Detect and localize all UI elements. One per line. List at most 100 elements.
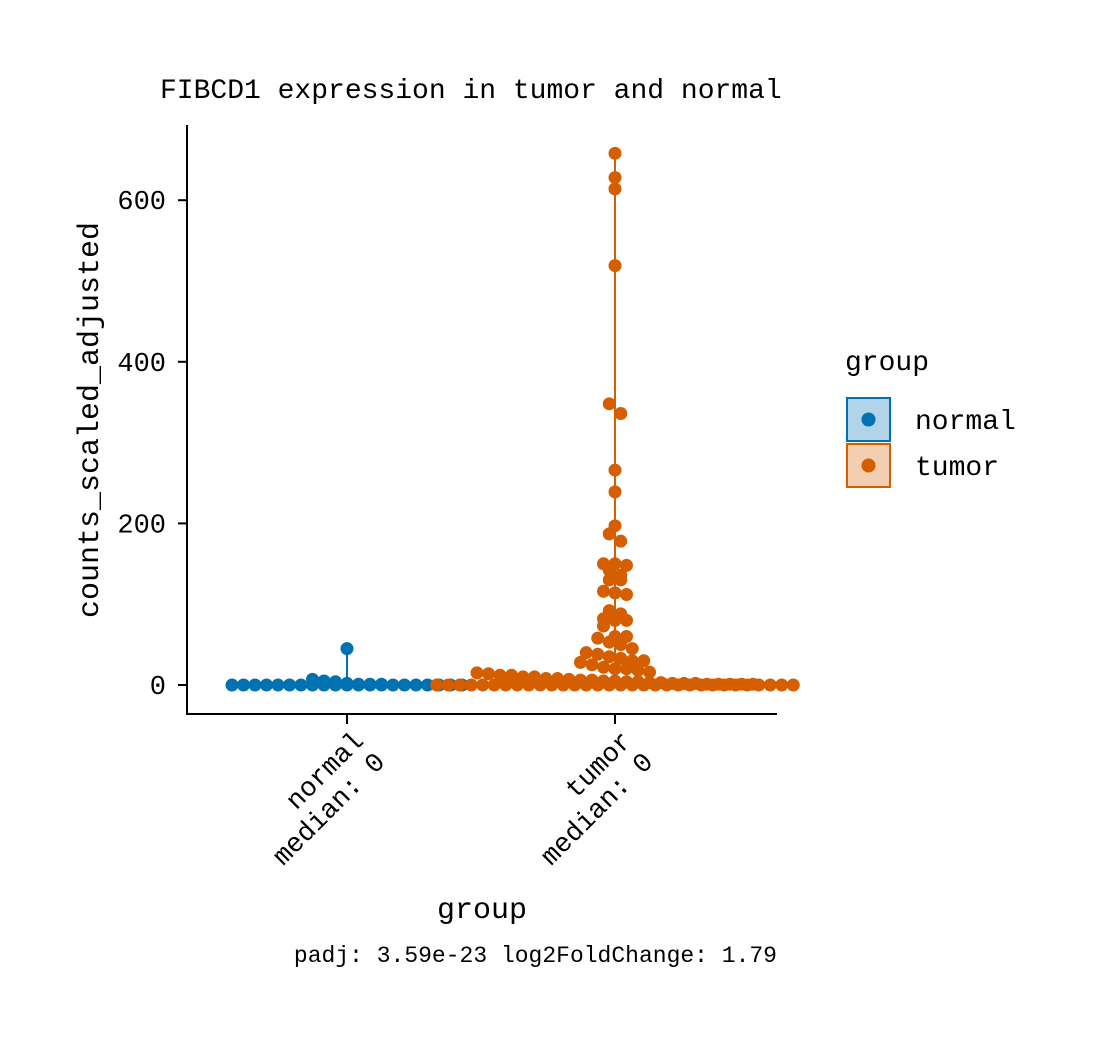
point-tumor (533, 678, 547, 692)
point-normal (271, 678, 285, 692)
chart-title: FIBCD1 expression in tumor and normal (160, 76, 782, 107)
point-normal (306, 678, 319, 692)
y-tick-label: 400 (117, 350, 166, 380)
point-tumor (482, 667, 495, 681)
point-tumor (620, 558, 633, 572)
point-tumor (602, 678, 616, 692)
legend-dot-tumor (861, 458, 876, 473)
x-axis-title: group (437, 894, 527, 928)
point-tumor (637, 654, 651, 668)
point-tumor (775, 678, 789, 692)
point-normal (237, 678, 250, 692)
point-tumor (608, 182, 622, 196)
point-normal (398, 678, 411, 692)
point-normal (363, 678, 377, 692)
point-tumor (597, 660, 610, 674)
point-tumor (499, 678, 513, 692)
point-tumor (602, 563, 616, 577)
point-tumor (545, 678, 559, 692)
point-tumor (453, 678, 467, 692)
point-tumor (591, 631, 605, 645)
point-tumor (476, 678, 490, 692)
point-normal (248, 678, 262, 692)
point-tumor (602, 573, 616, 587)
point-tumor (602, 635, 616, 649)
legend-title: group (845, 348, 929, 379)
point-tumor (430, 678, 444, 692)
point-tumor (740, 678, 754, 692)
point-tumor (597, 619, 610, 633)
point-tumor (579, 646, 593, 660)
point-normal (340, 678, 354, 692)
point-normal (340, 642, 354, 656)
point-tumor (608, 662, 622, 676)
point-tumor (620, 662, 633, 676)
point-tumor (441, 678, 455, 692)
point-tumor (648, 678, 662, 692)
point-tumor (614, 573, 628, 587)
point-tumor (574, 655, 587, 669)
point-tumor (614, 534, 628, 548)
point-tumor (706, 678, 720, 692)
point-tumor (614, 678, 628, 692)
point-tumor (510, 678, 524, 692)
y-axis-ticks: 0 200 400 600 (117, 188, 187, 703)
point-tumor (505, 668, 518, 682)
point-tumor (591, 647, 605, 661)
point-normal (225, 678, 239, 692)
point-normal (409, 678, 423, 692)
point-tumor (620, 613, 633, 627)
point-tumor (608, 613, 622, 627)
point-tumor (729, 678, 743, 692)
point-tumor (470, 666, 484, 680)
legend-item-normal: normal (846, 397, 1016, 442)
point-tumor (487, 678, 501, 692)
point-tumor (763, 678, 777, 692)
point-tumor (614, 638, 628, 652)
point-tumor (464, 678, 478, 692)
point-tumor (683, 678, 697, 692)
point-tumor (585, 658, 599, 672)
point-tumor (637, 678, 651, 692)
point-tumor (602, 397, 616, 411)
point-tumor (608, 586, 622, 600)
point-tumor (556, 678, 570, 692)
point-tumor (597, 584, 610, 598)
point-normal (317, 678, 331, 692)
y-tick-label: 600 (117, 188, 166, 218)
point-tumor (643, 665, 656, 679)
plot-area (225, 146, 800, 692)
point-tumor (631, 663, 645, 677)
point-tumor (608, 485, 622, 499)
point-normal (375, 678, 388, 692)
point-tumor (625, 642, 639, 656)
point-tumor (660, 678, 674, 692)
y-axis-title: counts_scaled_adjusted (74, 222, 108, 618)
point-tumor (608, 171, 622, 185)
point-tumor (620, 588, 633, 602)
point-tumor (717, 678, 731, 692)
stats-caption: padj: 3.59e-23 log2FoldChange: 1.79 (294, 943, 777, 969)
point-normal (283, 678, 296, 692)
point-normal (294, 678, 308, 692)
point-tumor (493, 668, 507, 682)
point-tumor (625, 678, 639, 692)
legend: group normal tumor (845, 348, 1016, 488)
point-normal (386, 678, 400, 692)
point-normal (329, 678, 342, 692)
legend-label-tumor: tumor (915, 453, 999, 484)
point-tumor (602, 527, 616, 541)
y-tick-label: 0 (150, 673, 166, 703)
point-tumor (579, 678, 593, 692)
point-tumor (568, 678, 582, 692)
point-tumor (602, 650, 616, 664)
point-tumor (608, 463, 622, 477)
legend-dot-normal (861, 412, 876, 427)
point-normal (260, 678, 273, 692)
point-tumor (671, 678, 685, 692)
point-tumor (608, 146, 622, 160)
